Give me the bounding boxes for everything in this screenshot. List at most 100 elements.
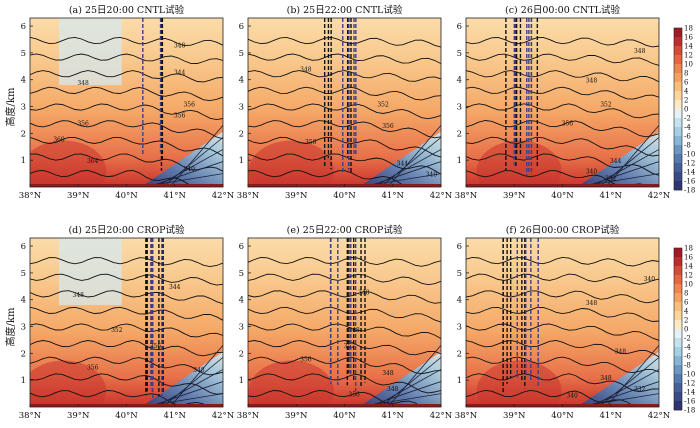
contour-label: 356 <box>382 123 394 130</box>
contour-label: 348 <box>174 43 186 50</box>
x-tick-label: 39°N <box>67 191 90 201</box>
panel-title: (c) 26日00:00 CNTL试验 <box>505 4 620 16</box>
colorbar-swatch <box>674 136 682 146</box>
colorbar-tick-label: -6 <box>684 133 691 141</box>
contour-label: 348 <box>600 375 612 382</box>
colorbar-swatch <box>674 293 682 303</box>
warm-core <box>248 360 334 407</box>
y-tick-label: 5 <box>457 269 462 279</box>
colorbar-tick-label: -18 <box>684 407 695 415</box>
convective-column <box>329 238 366 392</box>
y-tick-label: 2 <box>239 349 244 359</box>
colorbar-swatch <box>674 100 682 110</box>
y-tick-label: 2 <box>457 349 462 359</box>
contour-label: 348 <box>77 80 89 87</box>
y-tick-label: 1 <box>457 376 462 386</box>
colorbar-tick-label: -4 <box>684 124 691 132</box>
cold-wedge <box>576 131 659 187</box>
colorbar-swatch <box>674 356 682 366</box>
isentropes <box>30 36 223 187</box>
isentropes <box>248 257 441 407</box>
colorbar-tick-label: 16 <box>684 254 693 262</box>
colorbar-tick-label: -2 <box>684 115 691 123</box>
y-tick-label: 2 <box>239 129 244 139</box>
contour-label: 356 <box>183 102 195 109</box>
y-tick-label: 4 <box>21 296 26 306</box>
colorbar-swatch <box>674 275 682 285</box>
y-tick-label: 1 <box>21 156 26 166</box>
colorbar-tick-label: -14 <box>684 169 696 177</box>
colorbar-swatch <box>674 145 682 155</box>
colorbar-tick-label: 6 <box>684 79 689 87</box>
cold-wedge <box>140 131 223 187</box>
x-tick-label: 41°N <box>599 191 622 201</box>
front-line <box>387 125 441 187</box>
y-tick-label: 5 <box>21 49 26 59</box>
colorbar-tick-label: 8 <box>684 290 688 298</box>
x-tick-label: 41°N <box>163 411 186 421</box>
colorbar-tick-label: 4 <box>684 308 689 316</box>
contour-label: 352 <box>377 102 389 109</box>
contour-label: 332 <box>634 386 646 393</box>
front-line <box>605 125 659 187</box>
x-tick-label: 39°N <box>285 411 308 421</box>
colorbar-tick-label: -6 <box>684 353 691 361</box>
colorbar-tick-label: -16 <box>684 178 696 186</box>
contour-label: 356 <box>77 120 89 127</box>
contour-label: 344 <box>174 69 186 76</box>
x-tick-label: 40°N <box>115 191 138 201</box>
x-tick-label: 38°N <box>455 191 478 201</box>
isentropes <box>30 257 223 407</box>
colorbar-swatch <box>674 257 682 267</box>
contour-label: 356 <box>87 364 99 371</box>
contour-label: 348 <box>586 300 598 307</box>
warm-core <box>30 140 107 187</box>
front-line <box>373 369 441 407</box>
x-tick-label: 38°N <box>455 411 478 421</box>
contour-label: 348 <box>586 77 598 84</box>
x-tick-label: 38°N <box>19 191 42 201</box>
contour-label: 348 <box>387 386 399 393</box>
warm-core <box>476 140 562 187</box>
y-tick-label: 4 <box>457 76 462 86</box>
colorbar-swatch <box>674 64 682 74</box>
contour-label: 344 <box>610 158 622 165</box>
front-line <box>591 149 659 187</box>
contour-label: 356 <box>174 112 186 119</box>
contour-label: 348 <box>193 367 205 374</box>
colorbar-tick-label: -4 <box>684 344 691 352</box>
x-tick-label: 40°N <box>551 191 574 201</box>
x-tick-label: 38°N <box>19 411 42 421</box>
isentropes <box>248 36 441 187</box>
colorbar-swatch <box>674 181 682 191</box>
colorbar-swatch <box>674 91 682 101</box>
colorbar-swatch <box>674 163 682 173</box>
x-tick-label: 39°N <box>67 411 90 421</box>
contour-label: 340 <box>426 171 438 178</box>
front-line <box>591 369 659 407</box>
colorbar-swatch <box>674 127 682 137</box>
y-tick-label: 6 <box>457 242 462 252</box>
y-tick-label: 4 <box>239 76 244 86</box>
front-line <box>584 161 659 187</box>
panel-title: (d) 25日20:00 CROP试验 <box>68 224 185 236</box>
colorbar-tick-label: 10 <box>684 61 693 69</box>
y-tick-label: 3 <box>21 323 26 333</box>
colorbar-tick-label: -2 <box>684 335 691 343</box>
contour-label: 356 <box>150 343 162 350</box>
x-tick-label: 41°N <box>163 191 186 201</box>
colorbar-swatch <box>674 383 682 393</box>
x-tick-label: 39°N <box>285 191 308 201</box>
warm-core <box>476 360 562 407</box>
colorbar-tick-label: 8 <box>684 70 688 78</box>
cold-wedge <box>140 351 223 407</box>
panel-f: 340 348 348 348 340 332 (f) 26日00:00 CROP试验 38°… <box>455 224 671 421</box>
y-tick-label: 5 <box>457 49 462 59</box>
x-tick-label: 42°N <box>430 191 453 201</box>
front-line <box>584 381 659 407</box>
y-axis-title-row2: 高度/km <box>4 307 17 346</box>
x-tick-label: 42°N <box>212 411 235 421</box>
contour-label: 332 <box>605 175 617 182</box>
